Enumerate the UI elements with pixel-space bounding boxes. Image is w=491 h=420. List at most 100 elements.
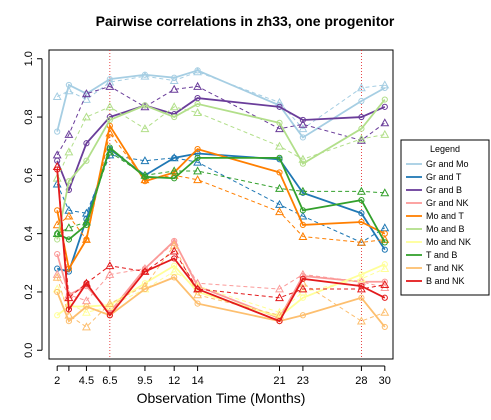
solid-line: [56, 98, 386, 240]
legend-title: Legend: [430, 144, 460, 154]
legend-entry: T and NK: [426, 263, 464, 273]
triangle-point: [52, 92, 62, 101]
dashed-line: [56, 241, 385, 302]
circle-point: [358, 271, 365, 278]
triangle-point: [380, 264, 390, 273]
triangle-point: [298, 211, 308, 220]
triangle-point: [356, 135, 366, 144]
series-t-and-nk: [52, 240, 390, 331]
triangle-point: [193, 284, 203, 293]
circle-point: [171, 255, 178, 262]
legend-box: [400, 139, 490, 296]
circle-point: [358, 283, 365, 290]
triangle-point: [298, 154, 308, 163]
triangle-point: [275, 124, 284, 133]
circle-point: [65, 236, 72, 243]
circle-point: [358, 125, 365, 132]
dashed-line: [56, 154, 386, 243]
x-axis-label: Observation Time (Months): [137, 390, 306, 406]
y-tick-label: 0.0: [23, 343, 35, 358]
triangle-point: [193, 108, 203, 117]
series-gr-and-mo: [52, 67, 390, 141]
triangle-point: [105, 102, 115, 111]
triangle-point: [105, 147, 115, 156]
triangle-point: [380, 188, 390, 197]
circle-point: [381, 294, 388, 301]
x-tick-label: 9.5: [137, 375, 152, 387]
circle-point: [276, 169, 283, 176]
triangle-point: [64, 86, 74, 95]
triangle-point: [81, 112, 91, 121]
circle-point: [141, 102, 149, 109]
triangle-point: [81, 217, 91, 226]
triangle-point: [81, 278, 91, 287]
circle-point: [358, 97, 365, 105]
circle-point: [299, 116, 307, 124]
triangle-point: [356, 284, 366, 293]
y-tick-label: 0.8: [23, 109, 35, 124]
y-tick-label: 0.2: [23, 284, 35, 299]
circle-point: [358, 210, 365, 217]
circle-point: [194, 94, 201, 102]
triangle-point: [81, 94, 91, 103]
triangle-point: [140, 281, 150, 290]
circle-point: [381, 323, 388, 331]
triangle-point: [275, 293, 284, 302]
circle-point: [106, 312, 113, 319]
x-tick-label: 28: [355, 375, 367, 387]
legend-entry: Gr and B: [426, 185, 462, 195]
triangle-point: [275, 207, 284, 216]
legend-entry: Gr and NK: [426, 198, 469, 208]
triangle-point: [380, 280, 390, 289]
triangle-point: [52, 269, 62, 278]
x-tick-label: 4.5: [79, 375, 94, 387]
triangle-point: [275, 183, 284, 192]
triangle-point: [64, 147, 74, 156]
circle-point: [381, 246, 388, 253]
x-tick-label: 2: [54, 375, 60, 387]
triangle-point: [193, 81, 203, 90]
circle-point: [358, 113, 365, 121]
triangle-point: [52, 161, 62, 170]
circle-point: [299, 207, 307, 214]
triangle-point: [356, 316, 366, 325]
triangle-point: [169, 75, 179, 84]
triangle-point: [140, 175, 150, 184]
legend-entry: Mo and NK: [426, 237, 471, 247]
circle-point: [358, 294, 365, 301]
circle-point: [54, 312, 61, 319]
x-tick-label: 6.5: [102, 375, 117, 387]
triangle-point: [140, 124, 150, 133]
triangle-point: [380, 307, 390, 316]
triangle-point: [380, 80, 390, 89]
circle-point: [381, 261, 388, 268]
x-axis: 2 4.5 6.5 9.5 12 14 21 23 28 30: [54, 365, 391, 387]
triangle-point: [380, 129, 390, 138]
plot-frame: [48, 49, 394, 360]
circle-point: [194, 150, 201, 157]
triangle-point: [64, 211, 74, 220]
circle-point: [106, 76, 113, 83]
triangle-point: [356, 186, 366, 195]
triangle-point: [81, 322, 91, 331]
x-tick-label: 23: [297, 375, 309, 387]
triangle-point: [356, 237, 366, 246]
circle-point: [358, 218, 365, 226]
solid-line: [56, 147, 386, 273]
solid-line: [56, 276, 386, 328]
series-mo-and-t: [52, 122, 390, 272]
solid-line: [56, 263, 386, 318]
circle-point: [54, 128, 61, 135]
triangle-point: [52, 220, 62, 229]
triangle-point: [298, 186, 308, 195]
triangle-point: [298, 119, 308, 128]
chart-title: Pairwise correlations in zh33, one proge…: [96, 13, 395, 29]
series-t-and-b: [52, 144, 390, 246]
triangle-point: [298, 124, 308, 133]
circle-point: [299, 312, 307, 319]
x-tick-label: 21: [273, 375, 285, 387]
legend-entry: Mo and B: [426, 224, 465, 234]
circle-point: [65, 306, 72, 313]
circle-point: [381, 103, 388, 110]
triangle-point: [140, 170, 150, 179]
